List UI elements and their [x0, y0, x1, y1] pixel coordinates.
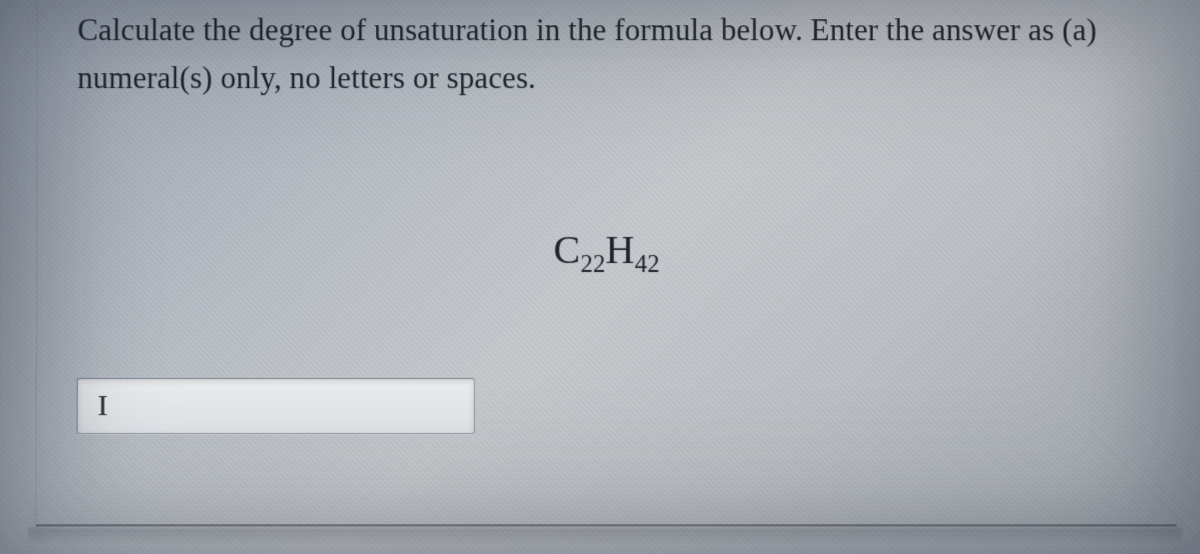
text-cursor-icon: I: [97, 391, 108, 421]
panel-shadow: [28, 528, 1182, 544]
question-line-2: numeral(s) only, no letters or spaces.: [77, 54, 1165, 102]
question-prompt: Calculate the degree of unsaturation in …: [77, 6, 1165, 102]
formula-subscript-1: 22: [581, 251, 606, 278]
formula-element-1: C: [553, 227, 580, 272]
question-panel: Calculate the degree of unsaturation in …: [35, 0, 1176, 526]
molecular-formula: C22H42: [37, 226, 1176, 279]
answer-input[interactable]: I: [77, 378, 475, 434]
formula-subscript-2: 42: [635, 251, 660, 278]
question-line-1: Calculate the degree of unsaturation in …: [77, 12, 1096, 47]
formula-element-2: H: [605, 227, 634, 272]
